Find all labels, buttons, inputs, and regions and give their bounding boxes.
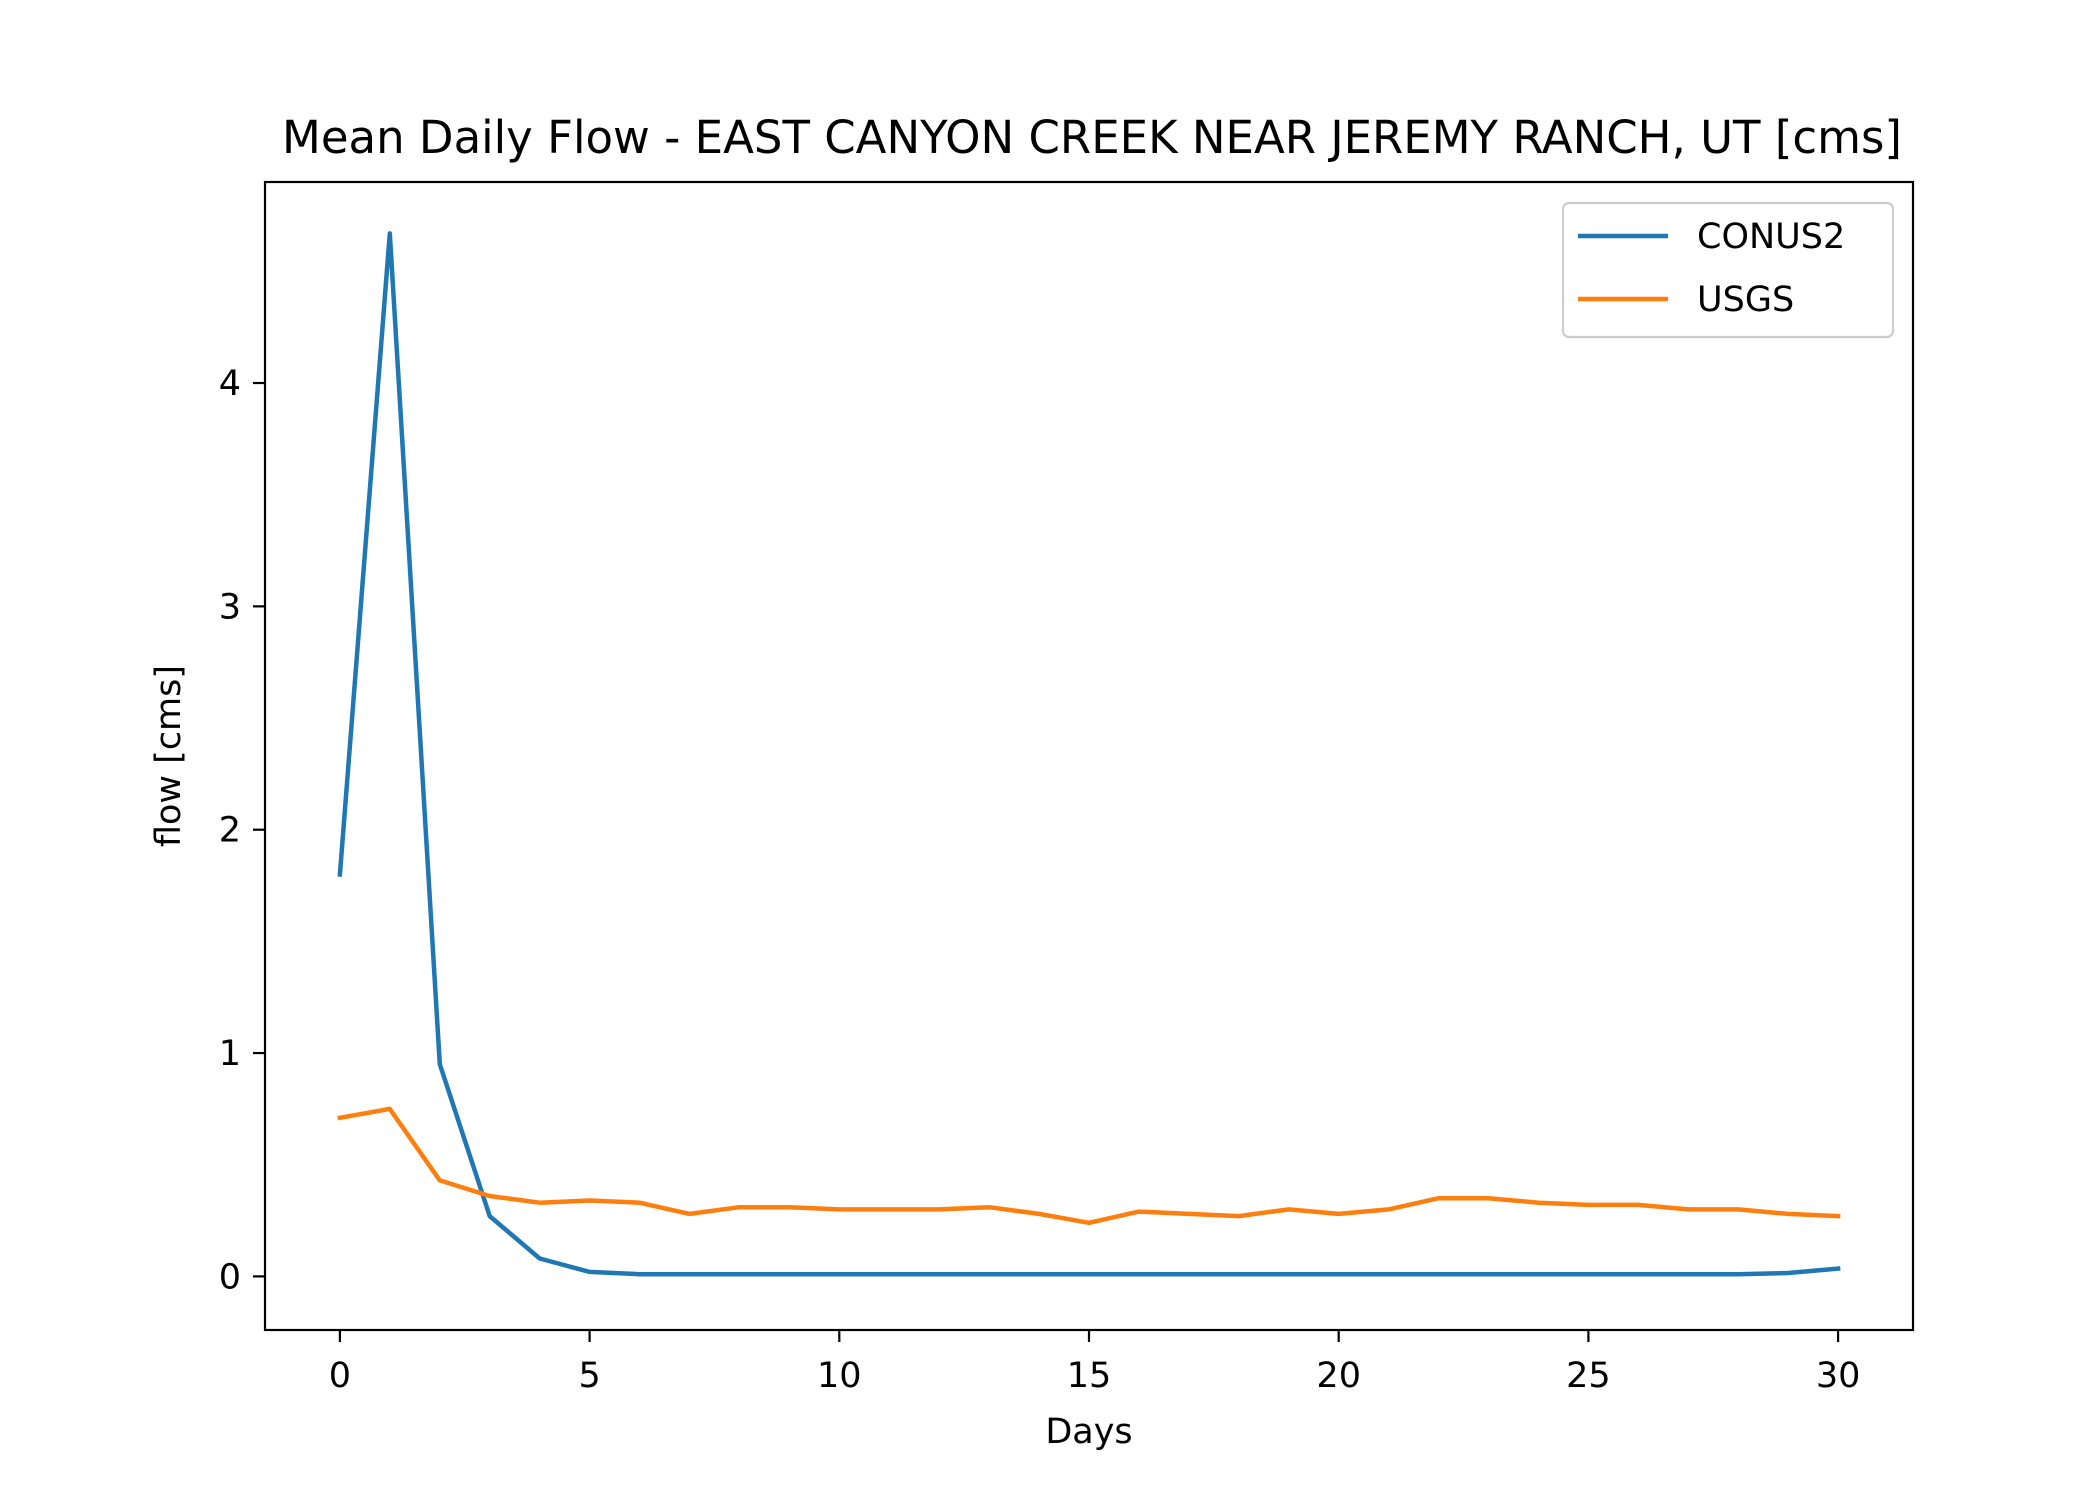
x-axis: 0 5 10 15 20 25 30 [329,1330,1861,1396]
series-lines [337,231,1841,1277]
series-line-conus2 [337,231,1841,1277]
y-tick-label: 3 [219,587,241,627]
x-tick-label: 10 [817,1356,862,1396]
legend-label-conus2: CONUS2 [1697,217,1845,257]
x-tick-label: 25 [1566,1356,1611,1396]
y-tick-label: 2 [219,811,241,851]
x-tick-label: 15 [1067,1356,1112,1396]
x-tick-label: 0 [329,1356,351,1396]
y-axis: 0 1 2 3 4 [219,364,265,1297]
x-tick-label: 5 [578,1356,600,1396]
y-axis-label: flow [cms] [149,665,189,847]
series-line-usgs [337,1106,1841,1226]
plot-area [263,180,1915,1332]
x-tick-label: 30 [1816,1356,1861,1396]
legend-label-usgs: USGS [1697,280,1794,320]
axes-frame [263,180,1915,1332]
legend: CONUS2 USGS [1561,201,1895,339]
x-axis-label: Days [1045,1412,1132,1452]
y-tick-label: 0 [219,1257,241,1297]
chart-title: Mean Daily Flow - EAST CANYON CREEK NEAR… [282,111,1902,164]
y-tick-label: 1 [219,1034,241,1074]
x-tick-label: 20 [1316,1356,1361,1396]
y-tick-label: 4 [219,364,241,404]
